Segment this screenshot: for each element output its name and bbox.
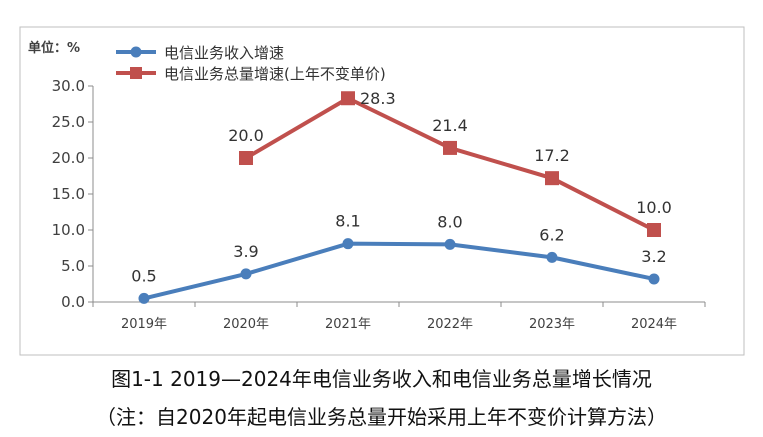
x-tick-label: 2021年 [325,317,371,332]
series-marker [546,251,558,263]
data-label: 8.1 [335,212,360,231]
x-tick-label: 2019年 [121,317,167,332]
series-marker [545,171,559,186]
series-layer: 0.5 3.9 8.1 8.0 6.2 3.2 20.0 28.3 21.4 17.2 10.0 [131,89,672,304]
series-marker [342,238,354,250]
series-marker [341,91,355,106]
series-marker [443,140,457,155]
data-label: 10.0 [636,198,672,217]
data-label: 8.0 [437,212,462,231]
series-marker [239,151,253,165]
x-tick-label: 2022年 [427,317,473,332]
series-marker [240,268,252,280]
data-label: 20.0 [228,126,264,145]
legend-label: 电信业务收入增速 [164,44,284,62]
y-tick-label: 0.0 [61,293,85,311]
y-tick-label: 10.0 [52,221,85,239]
y-tick-label: 15.0 [52,185,85,203]
axes: 0.0 5.0 10.0 15.0 20.0 25.0 30.0 2019年 2020年 2021… [52,77,706,332]
y-tick-label: 30.0 [52,77,85,95]
data-label: 0.5 [131,266,156,285]
figure-caption: 图1-1 2019—2024年电信业务收入和电信业务总量增长情况 [111,367,652,391]
line-chart: 单位：% 0.0 5.0 10.0 15.0 20.0 25.0 30.0 2019年 2020… [19,26,745,356]
series-marker [444,238,456,250]
legend-item: 电信业务收入增速 [116,44,284,62]
legend-swatch-marker [130,67,142,79]
y-tick-label: 25.0 [52,113,85,131]
y-tick-label: 5.0 [61,257,85,275]
figure-note: （注：自2020年起电信业务总量开始采用上年不变价计算方法） [96,405,667,429]
series-marker [647,223,661,237]
series-2: 20.0 28.3 21.4 17.2 10.0 [228,89,672,237]
unit-label: 单位：% [28,40,80,56]
series-marker [138,292,150,304]
x-tick-label: 2023年 [529,317,575,332]
data-label: 17.2 [534,146,570,165]
data-label: 6.2 [539,225,564,244]
legend-swatch-marker [130,46,142,58]
x-tick-label: 2024年 [631,317,677,332]
y-tick-label: 20.0 [52,149,85,167]
data-label: 3.9 [233,242,258,261]
data-label: 3.2 [641,247,666,266]
series-1: 0.5 3.9 8.1 8.0 6.2 3.2 [131,212,667,304]
data-label: 21.4 [432,116,468,135]
x-tick-label: 2020年 [223,317,269,332]
data-label: 28.3 [360,89,396,108]
legend-label: 电信业务总量增速(上年不变单价) [164,65,386,83]
series-marker [648,273,660,285]
legend-item: 电信业务总量增速(上年不变单价) [116,65,386,83]
series-line [142,241,656,301]
